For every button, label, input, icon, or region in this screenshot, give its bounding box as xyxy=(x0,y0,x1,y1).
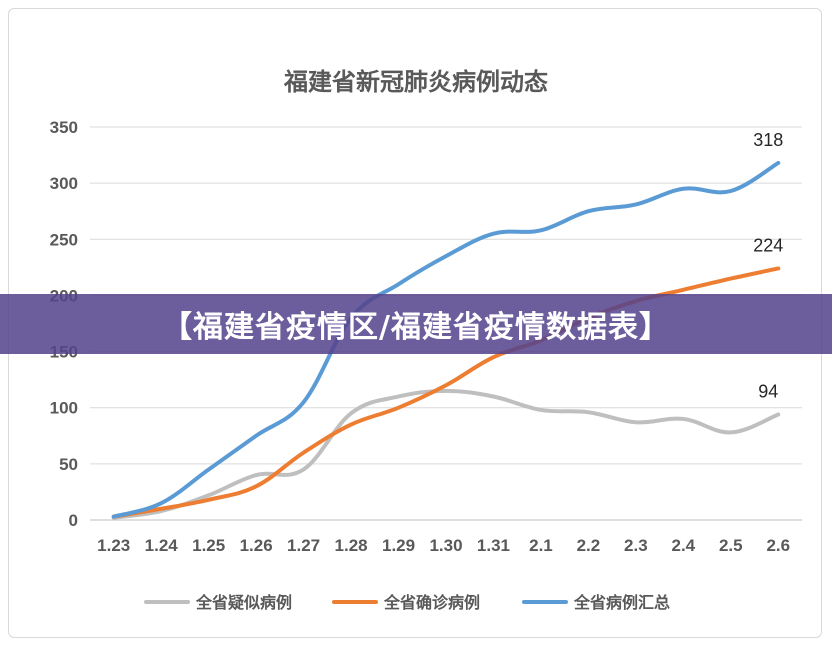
end-data-label: 318 xyxy=(753,130,783,150)
x-tick-label: 2.5 xyxy=(719,536,743,555)
data-labels: 94 224 318 xyxy=(753,130,783,402)
x-tick-label: 2.4 xyxy=(672,536,696,555)
y-tick-label: 0 xyxy=(69,511,78,530)
series-line-1 xyxy=(111,388,781,520)
x-tick-label: 1.28 xyxy=(335,536,368,555)
series-line-2 xyxy=(111,266,781,519)
x-tick-label: 2.6 xyxy=(766,536,790,555)
y-tick-label: 250 xyxy=(50,230,78,249)
y-tick-label: 100 xyxy=(50,399,78,418)
y-tick-label: 300 xyxy=(50,174,78,193)
overlay-banner: 【福建省疫情区/福建省疫情数据表】 xyxy=(0,294,832,354)
x-tick-label: 1.24 xyxy=(145,536,179,555)
x-tick-label: 2.3 xyxy=(624,536,648,555)
legend-entry: 全省病例汇总 xyxy=(573,593,670,612)
x-tick-label: 2.1 xyxy=(529,536,553,555)
end-data-label: 224 xyxy=(753,235,783,255)
y-tick-label: 50 xyxy=(59,455,78,474)
legend: 全省疑似病例 全省确诊病例 全省病例汇总 xyxy=(144,593,670,612)
x-tick-label: 1.26 xyxy=(240,536,273,555)
x-tick-label: 2.2 xyxy=(577,536,601,555)
end-data-label: 94 xyxy=(758,381,778,401)
banner-text: 【福建省疫情区/福建省疫情数据表】 xyxy=(162,310,670,345)
x-tick-label: 1.25 xyxy=(192,536,225,555)
chart-title: 福建省新冠肺炎病例动态 xyxy=(283,68,548,96)
x-axis-ticks: 1.23 1.24 1.25 1.26 1.27 1.28 1.29 1.30 1.31 2.1 2… xyxy=(97,536,790,555)
legend-entry: 全省确诊病例 xyxy=(383,593,480,612)
series-line-3 xyxy=(111,160,781,519)
x-tick-label: 1.23 xyxy=(97,536,130,555)
legend-entry: 全省疑似病例 xyxy=(195,593,292,612)
series-lines xyxy=(111,160,781,520)
x-tick-label: 1.29 xyxy=(382,536,415,555)
x-tick-label: 1.30 xyxy=(429,536,462,555)
y-tick-label: 350 xyxy=(50,118,78,137)
x-tick-label: 1.27 xyxy=(287,536,320,555)
x-tick-label: 1.31 xyxy=(477,536,510,555)
